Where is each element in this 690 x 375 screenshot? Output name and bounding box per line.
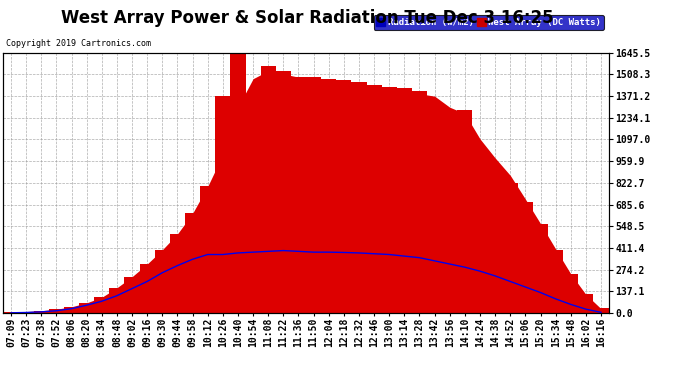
Bar — [366, 85, 382, 313]
Bar — [49, 309, 64, 313]
Bar — [473, 174, 488, 313]
Bar — [109, 288, 124, 313]
Bar — [155, 250, 170, 313]
Bar — [34, 311, 49, 313]
Bar — [19, 312, 34, 313]
Bar — [124, 277, 139, 313]
Bar — [457, 110, 473, 313]
Bar — [139, 264, 155, 313]
Bar — [518, 202, 533, 313]
Bar — [563, 273, 578, 313]
Bar — [215, 96, 230, 313]
Bar — [170, 234, 185, 313]
Bar — [3, 312, 19, 313]
Bar — [382, 87, 397, 313]
Bar — [291, 77, 306, 313]
Bar — [321, 79, 336, 313]
Bar — [64, 307, 79, 313]
Bar — [185, 213, 200, 313]
Legend: Radiation (w/m2), West Array (DC Watts): Radiation (w/m2), West Array (DC Watts) — [373, 15, 604, 30]
Bar — [351, 82, 366, 313]
Bar — [261, 66, 276, 313]
Bar — [427, 273, 442, 313]
Bar — [397, 88, 412, 313]
Bar — [246, 99, 261, 313]
Bar — [503, 183, 518, 313]
Bar — [488, 176, 503, 313]
Bar — [276, 71, 291, 313]
Text: Copyright 2019 Cartronics.com: Copyright 2019 Cartronics.com — [6, 39, 150, 48]
Bar — [593, 308, 609, 313]
Bar — [578, 294, 593, 313]
Bar — [95, 297, 109, 313]
Bar — [79, 303, 95, 313]
Bar — [230, 53, 246, 313]
Bar — [533, 224, 548, 313]
Bar — [442, 134, 457, 313]
Bar — [412, 92, 427, 313]
Bar — [336, 80, 351, 313]
Text: West Array Power & Solar Radiation Tue Dec 3 16:25: West Array Power & Solar Radiation Tue D… — [61, 9, 553, 27]
Bar — [306, 77, 321, 313]
Bar — [548, 250, 563, 313]
Bar — [200, 186, 215, 313]
